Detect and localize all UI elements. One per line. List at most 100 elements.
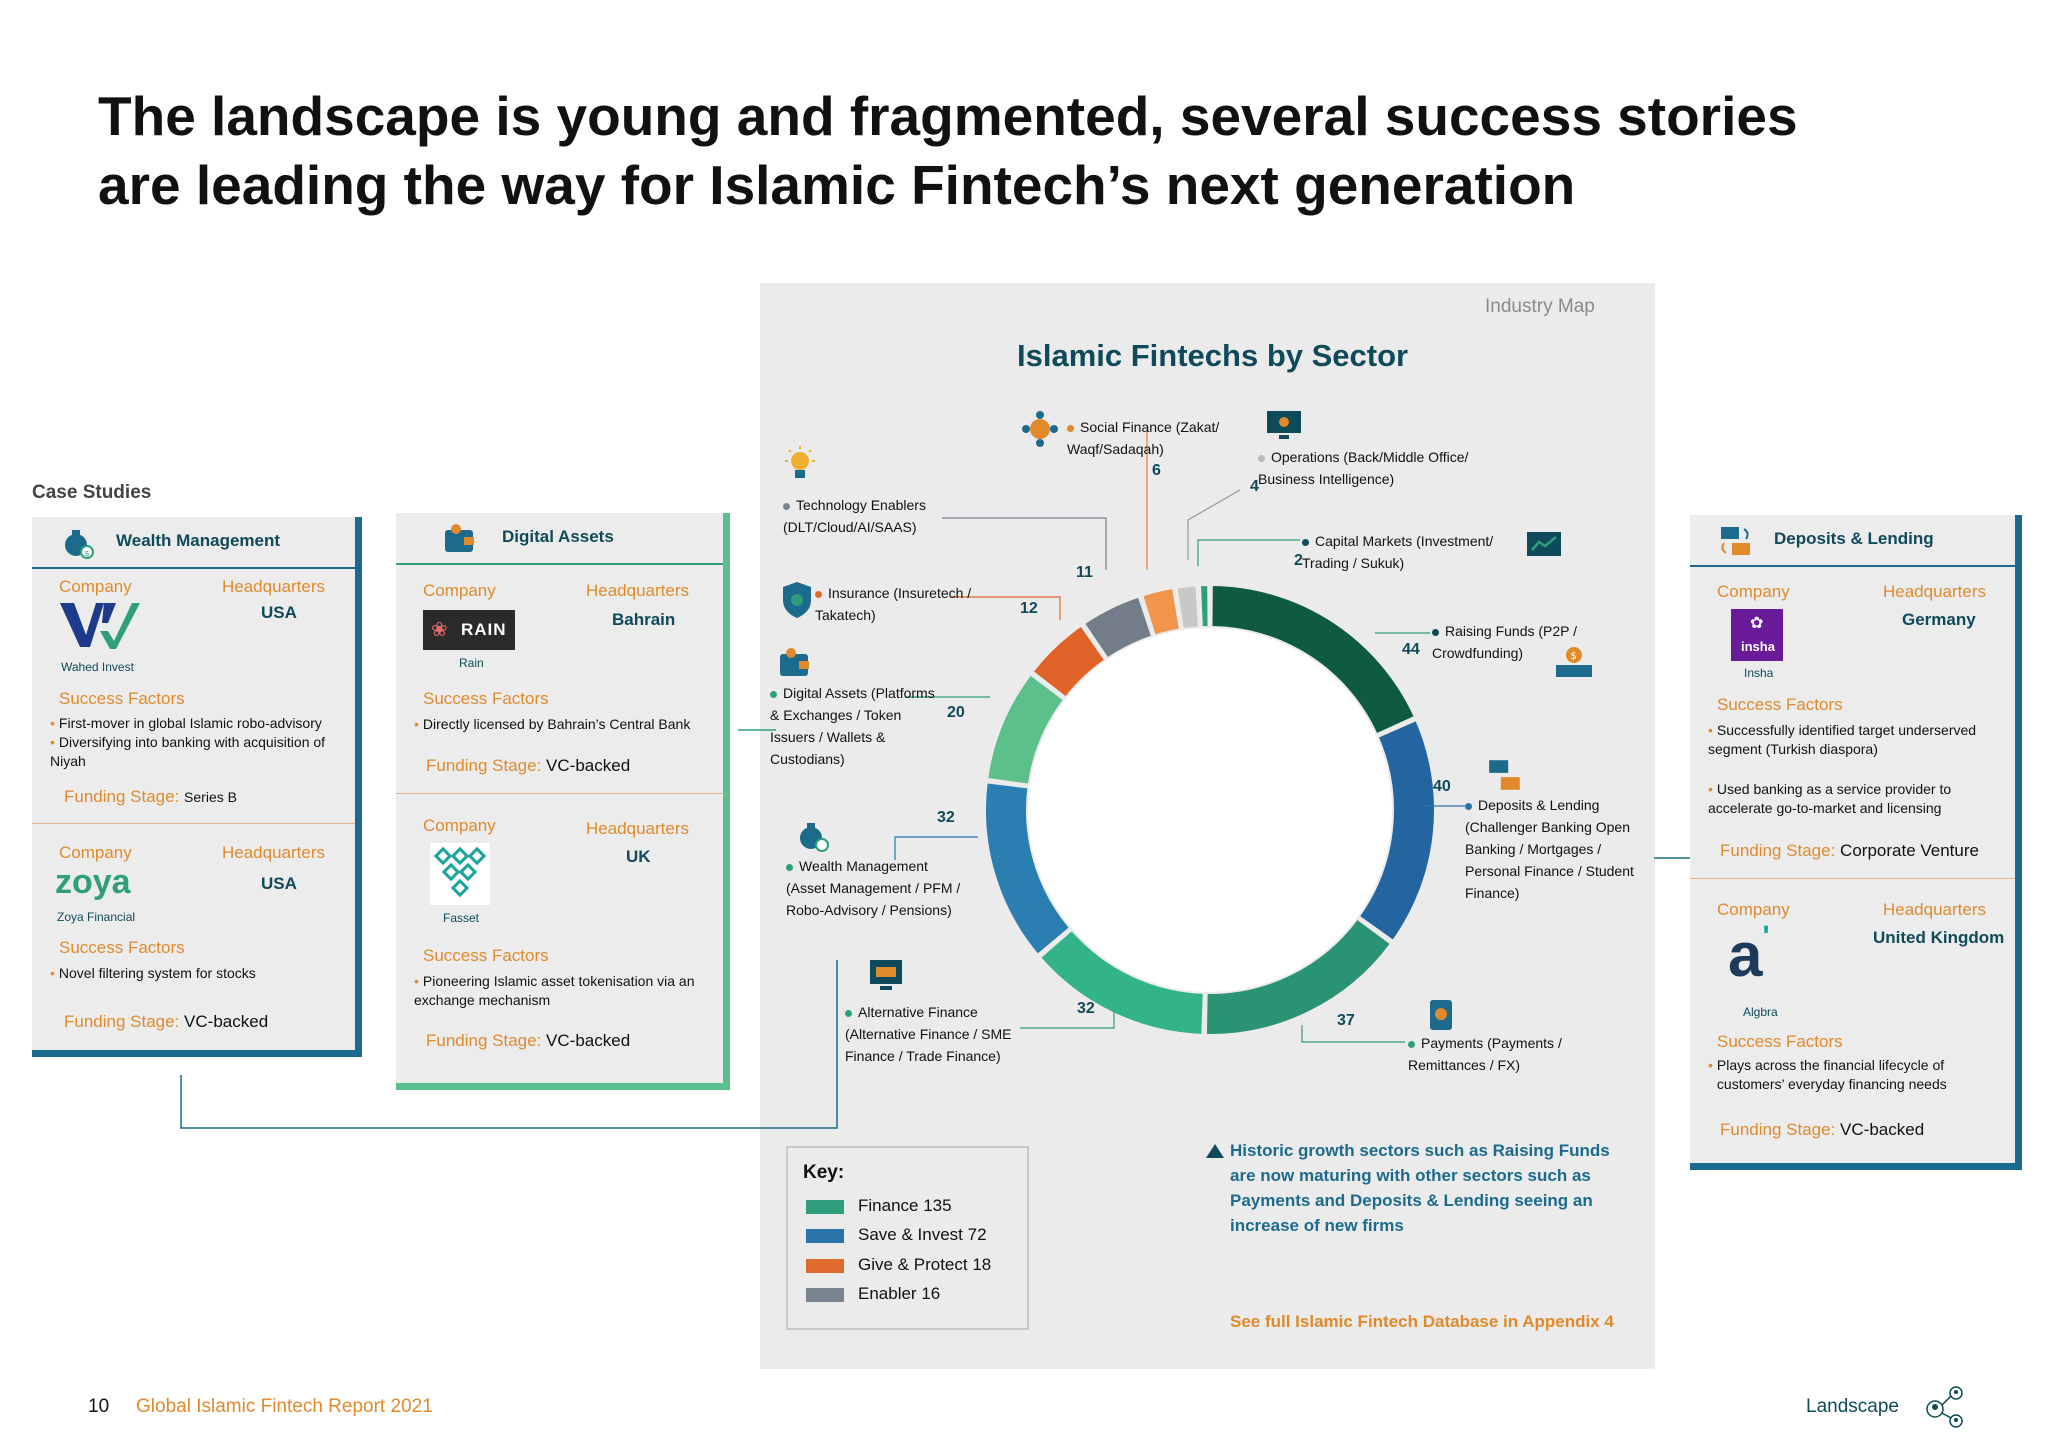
funding-label: Funding Stage: VC-backed (1720, 1120, 1925, 1139)
funding-value: VC-backed (1840, 1120, 1925, 1139)
wallet-icon (445, 524, 474, 552)
company-name: Fasset (443, 911, 480, 925)
company-label: Company (59, 843, 132, 862)
map-title: Islamic Fintechs by Sector (1017, 338, 1409, 373)
funding-value: Corporate Venture (1840, 841, 1979, 860)
zoya-logo: zoya (55, 863, 131, 901)
success-factor: • Directly licensed by Bahrain’s Central … (414, 716, 691, 732)
hq-label: Headquarters (1883, 582, 1987, 601)
company-label: Company (423, 581, 496, 600)
donut-slice-insurance (1031, 624, 1107, 699)
page-title: The landscape is young and fragmented, s… (98, 85, 1798, 216)
success-factor: • Pioneering Islamic asset tokenisation v… (414, 973, 695, 1008)
rain-logo: ❀ RAIN (423, 610, 515, 650)
label-deposits-lending: Deposits & Lending (Challenger Banking O… (1465, 797, 1634, 901)
card-title: Deposits & Lending (1774, 529, 1934, 548)
success-factor: • Successfully identified target underser… (1708, 722, 1977, 757)
hq-label: Headquarters (222, 843, 326, 862)
hq-label: Headquarters (586, 819, 690, 838)
donut-slice-payments (1204, 917, 1393, 1036)
value-social: 6 (1152, 462, 1161, 479)
funding-value: VC-backed (546, 1031, 631, 1050)
success-label: Success Factors (1717, 695, 1843, 714)
card-header: Digital Assets (396, 513, 723, 565)
divider (1690, 878, 2015, 879)
key-title: Key: (803, 1162, 845, 1183)
digital-wallet-icon (780, 648, 809, 676)
hq-label: Headquarters (222, 577, 326, 596)
hq-value: Germany (1902, 610, 1976, 629)
card-deposits-lending: Deposits & Lending Company Headquarters … (1690, 515, 2022, 1170)
rain-flower-icon: ❀ (431, 619, 448, 641)
success-label: Success Factors (423, 689, 549, 708)
donut-slice-raising-funds (1210, 583, 1417, 736)
label-digital-assets: Digital Assets (Platforms & Exchanges / … (770, 685, 935, 767)
insha-flower-icon: ✿ (1750, 615, 1764, 632)
hq-value: USA (261, 874, 297, 893)
donut-slice-alternative-finance (1038, 928, 1205, 1036)
success-label: Success Factors (423, 946, 549, 965)
label-insurance: Insurance (Insuretech / Takatech) (815, 585, 972, 623)
wahed-logo (60, 603, 140, 649)
capital-markets-icon (1527, 532, 1561, 556)
label-wealth-management: Wealth Management (Asset Management / PF… (786, 858, 961, 918)
value-tech: 11 (1076, 564, 1093, 581)
company-label: Company (1717, 582, 1790, 601)
company-label: Company (59, 577, 132, 596)
report-title: Global Islamic Fintech Report 2021 (136, 1396, 433, 1417)
money-bag-icon: $ (65, 530, 94, 559)
funding-value: Series B (184, 789, 237, 805)
donut-slice-social-finance (1140, 586, 1182, 637)
wealth-money-bag-icon (800, 823, 829, 852)
deposits-exchange-icon (1489, 760, 1520, 790)
company-name: Zoya Financial (57, 910, 136, 924)
funding-value: VC-backed (184, 1012, 269, 1031)
key-item-finance: Finance 135 (806, 1196, 952, 1216)
label-capital-markets: Capital Markets (Investment/ Trading / S… (1302, 533, 1494, 571)
card-title: Digital Assets (502, 527, 614, 546)
exchange-icon (1721, 527, 1750, 555)
label-social-finance: Social Finance (Zakat/ Waqf/Sadaqah) (1067, 419, 1220, 457)
hq-value: United Kingdom (1873, 928, 2005, 947)
value-raising: 44 (1402, 641, 1420, 658)
company-label: Company (423, 816, 496, 835)
value-alternative: 32 (1077, 1000, 1095, 1017)
card-header: Deposits & Lending (1690, 515, 2015, 567)
hq-label: Headquarters (1883, 900, 1987, 919)
label-operations: Operations (Back/Middle Office/ Business… (1258, 449, 1469, 487)
hq-value: UK (626, 847, 651, 866)
funding-value: VC-backed (546, 756, 631, 775)
company-name: Insha (1744, 666, 1774, 680)
donut-slice-operations (1175, 584, 1201, 631)
payments-phone-icon (1430, 1000, 1452, 1030)
hq-value: USA (261, 603, 297, 622)
alternative-finance-icon (870, 960, 902, 990)
donut-slice-capital-markets (1198, 583, 1210, 629)
funding-label: Funding Stage: VC-backed (426, 756, 631, 775)
donut-hole (1028, 628, 1392, 992)
case-studies-label: Case Studies (32, 482, 152, 503)
appendix-link[interactable]: See full Islamic Fintech Database in App… (1230, 1312, 1614, 1331)
page-number: 10 (88, 1396, 110, 1417)
card-header: $ Wealth Management (32, 517, 355, 569)
success-factor: • Novel filtering system for stocks (50, 965, 256, 981)
donut-slice-technology-enablers (1082, 595, 1154, 660)
industry-map-label: Industry Map (1485, 296, 1595, 317)
success-factor: • Used banking as a service provider to a… (1708, 781, 1952, 816)
fasset-logo (430, 843, 490, 905)
success-factor: • Plays across the financial lifecycle of… (1708, 1057, 1947, 1092)
donut-slice-digital-assets (986, 673, 1066, 786)
divider (32, 823, 355, 824)
card-wealth-management: $ Wealth Management Company Headquarters… (32, 517, 362, 1057)
divider (396, 793, 723, 794)
section-name: Landscape (1806, 1396, 1899, 1417)
card-digital-assets: Digital Assets Company Headquarters ❀ RA… (396, 513, 730, 1090)
triangle-icon (1206, 1144, 1224, 1158)
success-label: Success Factors (59, 938, 185, 957)
value-operations: 4 (1250, 478, 1259, 495)
key-item-enabler: Enabler 16 (806, 1284, 940, 1304)
success-factor: • Diversifying into banking with acquisit… (50, 734, 326, 769)
insha-logo: ✿ insha (1731, 609, 1783, 661)
success-label: Success Factors (1717, 1032, 1843, 1051)
